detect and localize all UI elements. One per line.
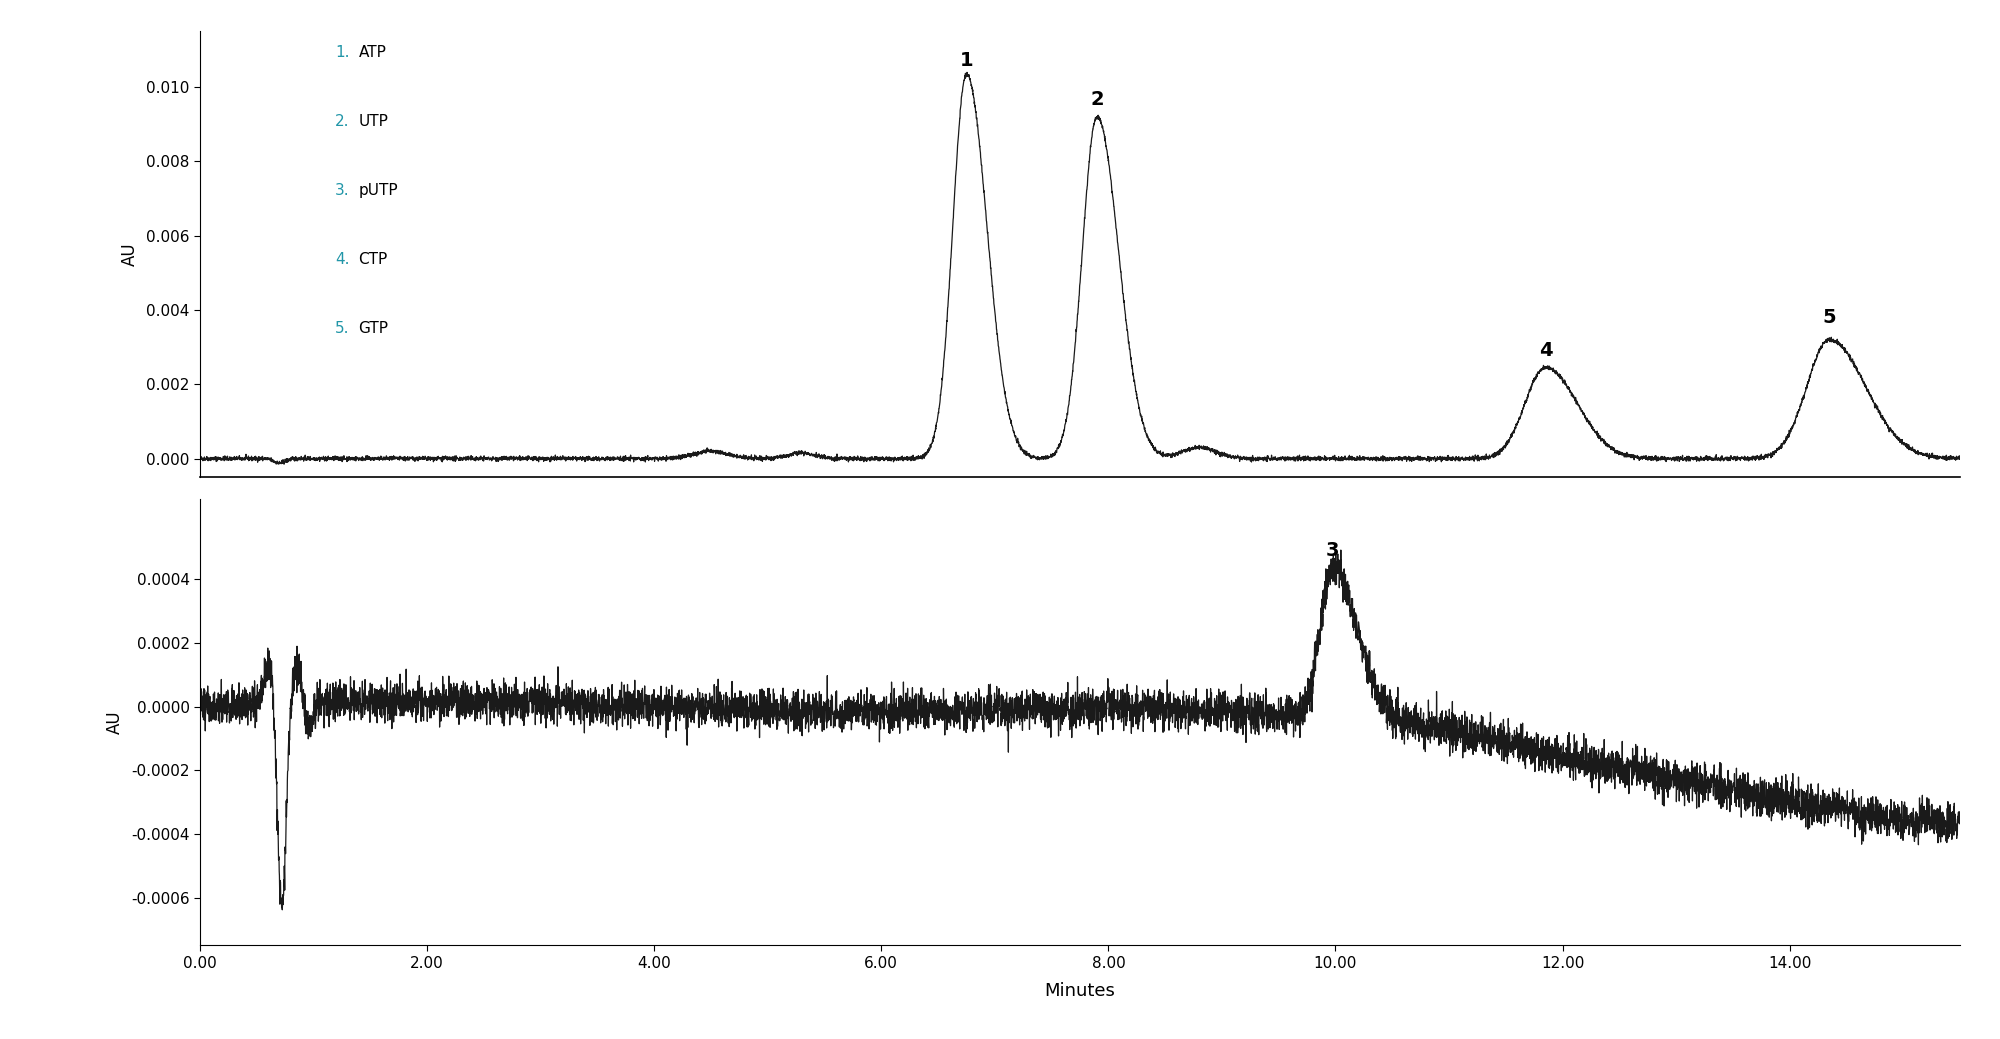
Text: CTP: CTP: [358, 251, 388, 267]
Text: 5: 5: [1822, 308, 1836, 326]
Y-axis label: AU: AU: [122, 242, 140, 266]
Text: UTP: UTP: [358, 113, 388, 129]
Text: 3: 3: [1326, 541, 1338, 560]
Text: 2: 2: [1090, 90, 1104, 109]
Text: ATP: ATP: [358, 45, 386, 59]
Text: 1: 1: [960, 51, 974, 71]
Text: 5.: 5.: [336, 321, 350, 336]
Text: GTP: GTP: [358, 321, 388, 336]
Text: 3.: 3.: [334, 183, 350, 197]
Text: 2.: 2.: [336, 113, 350, 129]
Text: 1.: 1.: [336, 45, 350, 59]
Text: 4.: 4.: [336, 251, 350, 267]
Y-axis label: AU: AU: [106, 711, 124, 735]
Text: pUTP: pUTP: [358, 183, 398, 197]
Text: 4: 4: [1538, 341, 1552, 361]
X-axis label: Minutes: Minutes: [1044, 982, 1116, 1000]
